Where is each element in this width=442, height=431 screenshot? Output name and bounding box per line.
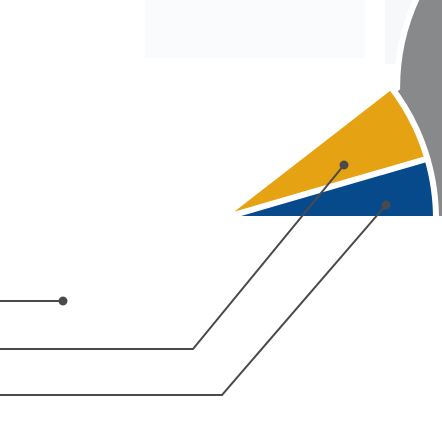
leader-blue-line [0, 204, 387, 396]
leader-yellow-dot [339, 160, 349, 170]
leader-yellow-line [0, 164, 345, 350]
background-panel [145, 0, 365, 58]
leader-gray-dot [58, 296, 68, 306]
leader-blue-dot [381, 200, 391, 210]
